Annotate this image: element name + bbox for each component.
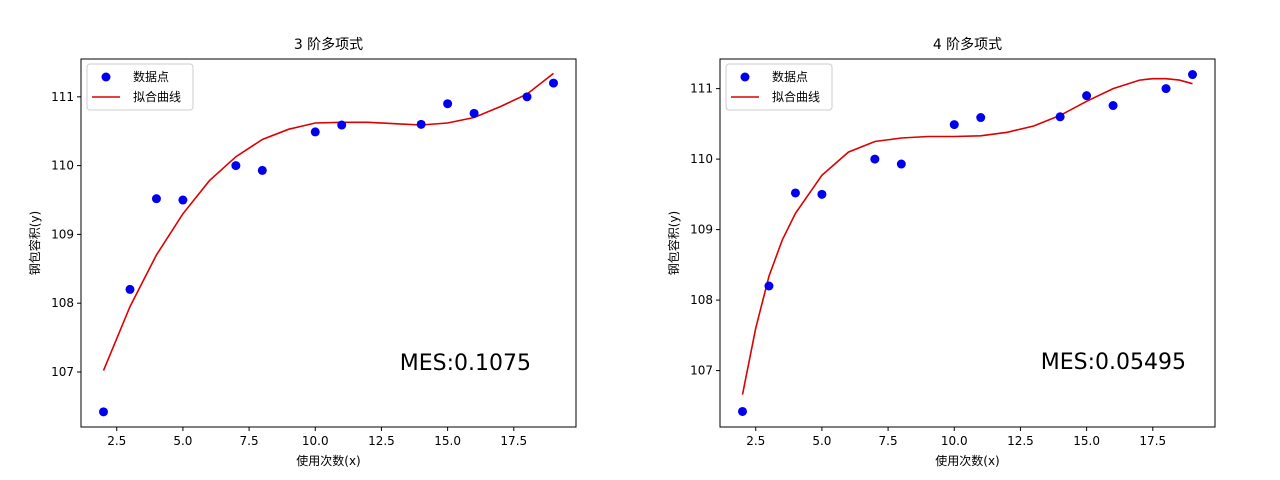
data-point	[310, 127, 320, 137]
data-point	[1108, 101, 1118, 111]
data-point	[337, 120, 347, 130]
data-point	[231, 161, 241, 171]
data-point	[99, 407, 108, 417]
y-tick-label: 110	[51, 159, 74, 173]
fit-curve-line	[741, 77, 1193, 395]
x-tick-label: 10.0	[302, 434, 329, 448]
mes-annotation: MES:0.1075	[400, 351, 531, 376]
x-tick-label: 17.5	[1139, 434, 1166, 448]
data-point	[416, 119, 426, 129]
legend-marker-points	[740, 72, 750, 82]
x-tick-label: 5.0	[173, 434, 192, 448]
x-tick-label: 7.5	[879, 434, 898, 448]
y-tick-label: 108	[51, 296, 74, 310]
data-point	[522, 92, 532, 102]
chart-panel-1: 3 阶多项式 2.5 5.0 7.5 10.0 12.5 15.0 17.5 107 108 109…	[27, 36, 577, 468]
y-tick-label: 108	[690, 293, 713, 307]
data-point	[738, 406, 747, 416]
x-tick-label: 2.5	[746, 434, 765, 448]
data-point	[443, 99, 453, 109]
data-point	[764, 281, 774, 291]
legend-label-curve: 拟合曲线	[133, 89, 181, 104]
x-tick-label: 10.0	[941, 434, 968, 448]
data-point	[469, 108, 479, 118]
data-point	[151, 194, 161, 204]
data-point	[1161, 84, 1171, 94]
y-tick-label: 111	[51, 90, 74, 104]
x-tick-label: 12.5	[368, 434, 395, 448]
legend-label-points: 数据点	[772, 69, 808, 84]
data-point	[870, 154, 880, 164]
data-point	[976, 113, 986, 123]
y-tick-label: 111	[690, 82, 713, 96]
chart-title: 3 阶多项式	[294, 36, 363, 53]
x-tick-label: 15.0	[1073, 434, 1100, 448]
x-tick-label: 7.5	[240, 434, 259, 448]
data-point	[1188, 70, 1197, 80]
data-point	[1055, 112, 1065, 122]
y-tick-label: 107	[51, 365, 74, 379]
data-point	[949, 120, 959, 130]
data-point	[896, 159, 906, 169]
chart-title: 4 阶多项式	[933, 36, 1002, 53]
x-axis-label: 使用次数(x)	[296, 453, 360, 468]
data-point	[1082, 91, 1092, 101]
legend-marker-points	[101, 72, 111, 82]
x-tick-label: 15.0	[434, 434, 461, 448]
data-point	[549, 78, 558, 88]
y-tick-label: 110	[690, 152, 713, 166]
x-axis-label: 使用次数(x)	[935, 453, 999, 468]
y-tick-label: 109	[690, 223, 713, 237]
legend-label-curve: 拟合曲线	[772, 89, 820, 104]
mes-annotation: MES:0.05495	[1041, 350, 1186, 375]
legend-box	[86, 63, 194, 111]
x-tick-label: 2.5	[107, 434, 126, 448]
chart-panel-2: 4 阶多项式 2.5 5.0 7.5 10.0 12.5 15.0 17.5 107 108 109…	[666, 36, 1216, 468]
x-tick-label: 5.0	[812, 434, 831, 448]
x-tick-label: 12.5	[1007, 434, 1034, 448]
y-axis-label: 钢包容积(y)	[666, 211, 681, 275]
data-point	[257, 165, 267, 175]
y-tick-label: 107	[690, 364, 713, 378]
legend-label-points: 数据点	[133, 69, 169, 84]
data-point	[125, 284, 135, 294]
legend-box	[725, 63, 833, 111]
y-axis-label: 钢包容积(y)	[27, 211, 42, 275]
data-point	[178, 195, 188, 205]
y-tick-label: 109	[51, 227, 74, 241]
fit-curve-line	[102, 72, 554, 371]
plot-frame	[719, 58, 1216, 428]
data-point	[790, 188, 800, 198]
data-point	[817, 189, 827, 199]
x-tick-label: 17.5	[500, 434, 527, 448]
plot-frame	[80, 58, 577, 428]
